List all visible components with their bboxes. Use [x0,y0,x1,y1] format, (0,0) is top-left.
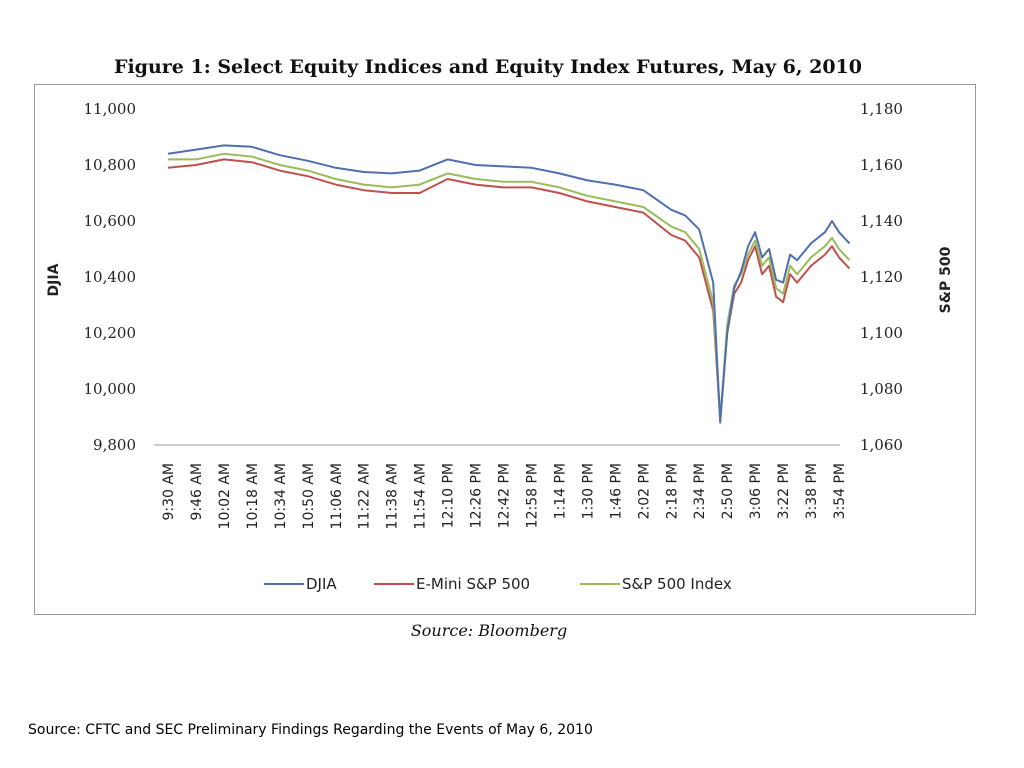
right-y-tick-label: 1,060 [860,436,903,454]
x-tick-label: 1:14 PM [552,463,568,519]
x-tick-label: 10:02 AM [217,463,233,529]
left-y-tick-label: 9,800 [93,436,136,454]
series-line-2 [167,158,851,421]
equity-line-chart: 11,000 10,800 10,600 10,400 10,200 10,000 9,80… [46,100,954,593]
series-line-1 [167,144,851,424]
left-y-tick-label: 11,000 [84,100,137,118]
x-tick-label: 3:54 PM [832,463,848,519]
chart-legend: DJIA E-Mini S&P 500 S&P 500 Index [264,575,732,593]
footer-source-text: Source: CFTC and SEC Preliminary Finding… [28,722,593,738]
x-tick-label: 9:46 AM [189,463,205,521]
chart-title: Figure 1: Select Equity Indices and Equi… [113,56,863,78]
x-tick-label: 10:50 AM [301,463,317,529]
series-line-3 [168,152,851,421]
x-tick-label: 12:42 PM [497,463,513,528]
chart-source-caption: Source: Bloomberg [410,621,568,640]
right-y-axis-ticks: 1,180 1,160 1,140 1,120 1,100 1,080 1,060 [860,100,903,454]
x-axis-ticks: 9:30 AM 9:46 AM 10:02 AM 10:18 AM 10:34 AM 10… [161,463,848,529]
left-y-axis-ticks: 11,000 10,800 10,600 10,400 10,200 10,000 9,80… [84,100,137,454]
left-y-tick-label: 10,600 [84,212,137,230]
left-y-tick-label: 10,000 [84,380,137,398]
x-tick-label: 12:26 PM [469,463,485,528]
left-y-tick-label: 10,400 [84,268,137,286]
x-tick-label: 11:22 AM [357,463,373,529]
x-tick-label: 12:10 PM [441,463,457,528]
left-y-tick-label: 10,200 [84,324,137,342]
x-tick-label: 10:18 AM [245,463,261,529]
x-tick-label: 3:22 PM [776,463,792,519]
x-tick-label: 1:46 PM [608,463,624,519]
x-tick-label: 11:54 AM [413,463,429,529]
x-tick-label: 3:06 PM [748,463,764,519]
x-tick-label: 10:34 AM [273,463,289,529]
right-y-tick-label: 1,080 [860,380,903,398]
x-tick-label: 11:06 AM [329,463,345,529]
series-layer [167,144,851,424]
right-y-tick-label: 1,140 [860,212,903,230]
chart-frame [34,84,976,615]
right-y-tick-label: 1,120 [860,268,903,286]
left-y-axis-title: DJIA [46,263,62,296]
right-y-axis-title: S&P 500 [938,246,954,313]
x-tick-label: 1:30 PM [580,463,596,519]
x-tick-label: 2:18 PM [664,463,680,519]
legend-label: DJIA [306,575,337,593]
legend-label: E-Mini S&P 500 [416,575,530,593]
x-tick-label: 9:30 AM [161,463,177,521]
legend-label: S&P 500 Index [622,575,732,593]
x-tick-label: 2:50 PM [720,463,736,519]
x-tick-label: 11:38 AM [385,463,401,529]
x-tick-label: 2:02 PM [636,463,652,519]
x-tick-label: 2:34 PM [692,463,708,519]
x-tick-label: 12:58 PM [524,463,540,528]
right-y-tick-label: 1,100 [860,324,903,342]
right-y-tick-label: 1,180 [860,100,903,118]
left-y-tick-label: 10,800 [84,156,137,174]
x-tick-label: 3:38 PM [804,463,820,519]
right-y-tick-label: 1,160 [860,156,903,174]
